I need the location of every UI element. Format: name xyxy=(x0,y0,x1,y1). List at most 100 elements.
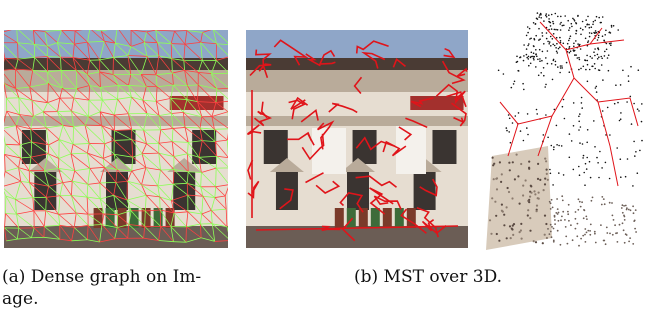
ground-point xyxy=(555,212,558,214)
graph-edge xyxy=(142,152,159,155)
graph-edge xyxy=(199,127,203,141)
graph-edge xyxy=(58,168,73,182)
mst-edge xyxy=(398,126,413,141)
mst-edge xyxy=(451,102,467,127)
graph-edge xyxy=(30,127,47,130)
facade-point xyxy=(524,179,527,182)
graph-edge xyxy=(1,68,16,71)
graph-edge xyxy=(15,197,33,200)
graph-edge xyxy=(160,209,175,214)
graph-edge xyxy=(186,223,201,228)
graph-edge xyxy=(34,56,48,58)
cloud-point xyxy=(600,64,603,66)
graph-edge xyxy=(72,44,75,58)
ground-point xyxy=(614,224,616,227)
ground-point xyxy=(635,231,637,233)
graph-edge xyxy=(146,86,157,102)
cloud-point xyxy=(540,72,542,74)
cloud-point xyxy=(605,29,607,32)
facade-point xyxy=(519,229,522,232)
cloud-point xyxy=(556,42,558,45)
graph-edge xyxy=(155,74,174,86)
graph-edge xyxy=(1,186,16,200)
graph-edge xyxy=(173,169,188,184)
graph-edge xyxy=(187,171,201,188)
graph-edge xyxy=(182,112,186,128)
graph-edge xyxy=(15,125,21,146)
cloud-point xyxy=(575,54,577,56)
cloud-point xyxy=(550,28,553,30)
graph-edge xyxy=(116,169,128,182)
ground-point xyxy=(605,226,608,229)
graph-edge xyxy=(20,156,32,159)
graph-edge xyxy=(88,116,102,126)
cloud-point xyxy=(559,29,562,31)
cloud-point xyxy=(626,101,628,103)
graph-edge xyxy=(75,212,89,226)
graph-edge xyxy=(57,111,64,126)
cloud-point xyxy=(608,31,610,34)
cloud-point xyxy=(615,84,617,86)
cloud-point xyxy=(547,136,549,139)
mst-edge xyxy=(247,159,254,180)
graph-edge xyxy=(60,57,62,71)
graph-edge xyxy=(201,210,212,215)
cloud-point xyxy=(529,38,531,40)
graph-edge xyxy=(75,70,78,89)
graph-edge xyxy=(45,210,61,226)
graph-edge xyxy=(30,153,49,158)
graph-edge xyxy=(46,127,60,140)
graph-edge xyxy=(99,111,115,131)
graph-edge xyxy=(16,214,20,229)
graph-edge xyxy=(104,140,115,145)
cloud-point xyxy=(626,158,629,160)
ground-point xyxy=(581,201,583,204)
graph-edge xyxy=(114,227,118,239)
cloud-point xyxy=(561,65,563,67)
graph-edge xyxy=(48,83,61,99)
cloud-point xyxy=(572,125,575,127)
facade-point xyxy=(495,232,498,236)
cloud-point xyxy=(555,47,557,49)
graph-edge xyxy=(32,30,36,45)
facade-point xyxy=(518,202,521,205)
cloud-point xyxy=(551,38,554,40)
panel-b-base-object-6 xyxy=(406,208,416,228)
graph-edge xyxy=(157,42,173,59)
graph-edge xyxy=(89,166,105,169)
graph-edge xyxy=(127,55,142,75)
ground-point xyxy=(587,229,590,232)
graph-edge xyxy=(187,211,202,215)
graph-edge xyxy=(99,71,119,86)
ground-point xyxy=(593,230,596,233)
graph-edge xyxy=(101,125,115,131)
facade-point xyxy=(528,160,531,163)
ground-point xyxy=(623,205,625,207)
graph-edge xyxy=(157,183,174,187)
cloud-point xyxy=(634,155,636,157)
cloud-point xyxy=(635,151,637,153)
cloud-point xyxy=(584,26,587,28)
graph-edge xyxy=(73,97,89,117)
graph-edge xyxy=(48,153,60,159)
graph-edge xyxy=(183,60,199,73)
graph-edge xyxy=(89,168,101,184)
ground-point xyxy=(576,235,579,238)
cloud-point xyxy=(585,19,587,21)
graph-edge xyxy=(158,113,172,117)
graph-edge xyxy=(132,156,147,168)
graph-edge xyxy=(156,72,173,76)
graph-edge xyxy=(86,60,91,75)
graph-edge xyxy=(48,82,63,89)
cloud-point xyxy=(508,117,511,120)
graph-edge xyxy=(202,196,212,211)
graph-edge xyxy=(73,124,86,128)
graph-edge xyxy=(170,84,174,99)
cloud-point xyxy=(568,29,570,32)
graph-edge xyxy=(157,42,172,44)
mst-edge xyxy=(300,108,319,123)
mst-overlay-image xyxy=(246,30,468,248)
graph-edge xyxy=(146,194,160,198)
ground-point xyxy=(626,207,628,210)
graph-edge xyxy=(128,97,132,114)
